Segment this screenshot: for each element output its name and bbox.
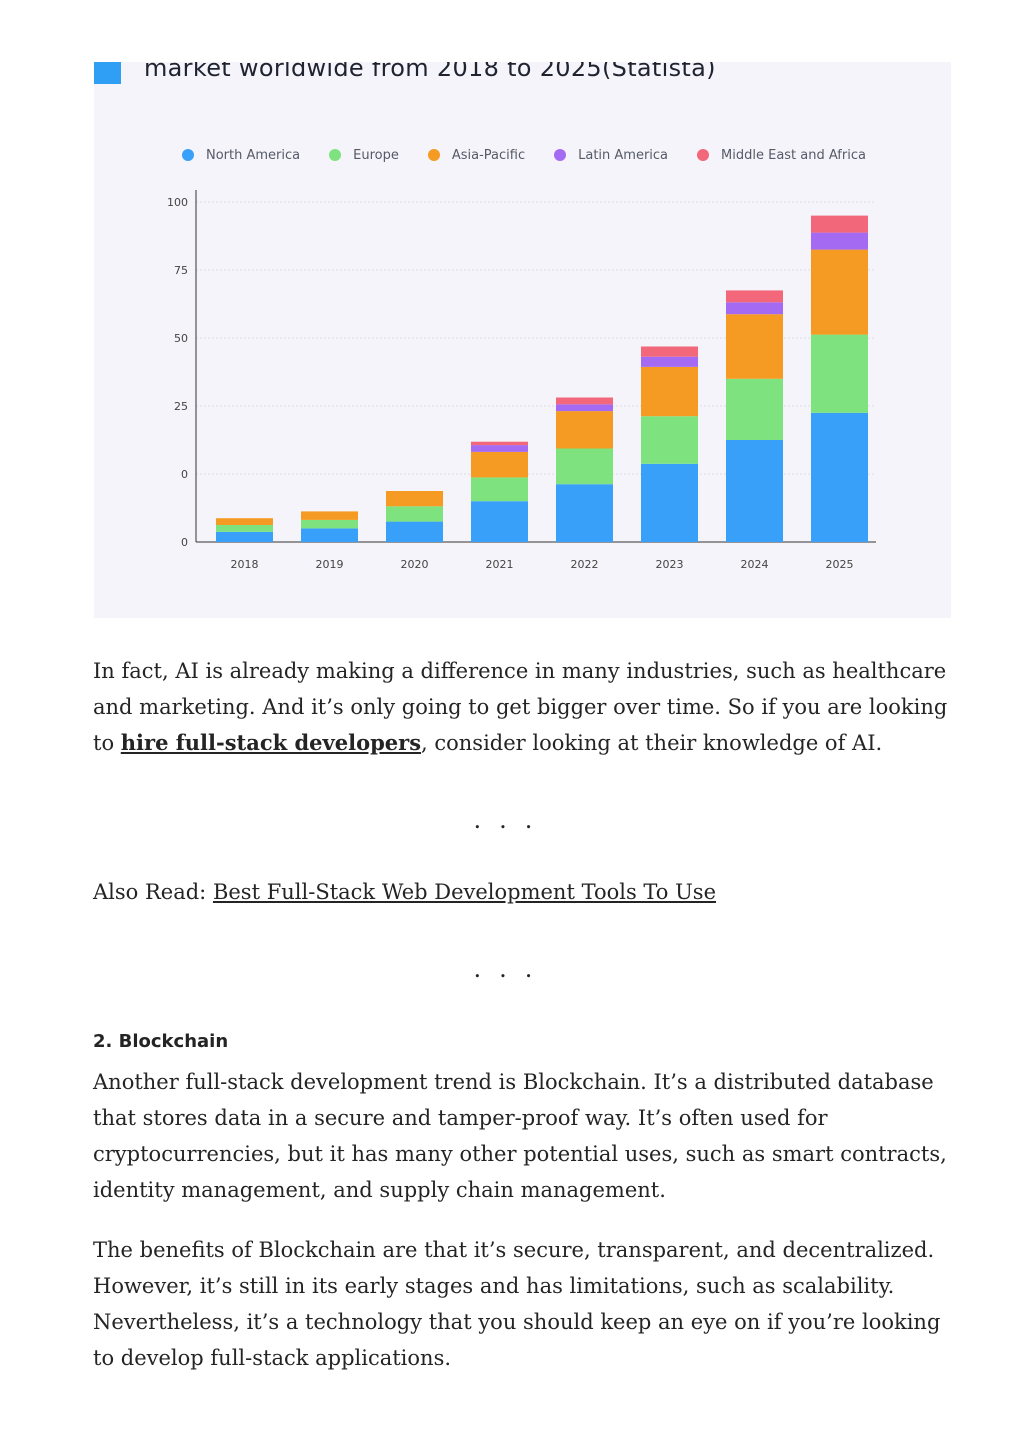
chart-legend: North America Europe Asia-Pacific Latin Ame…: [182, 146, 895, 164]
legend-label: Europe: [353, 147, 399, 163]
also-read: Also Read: Best Full-Stack Web Developme…: [93, 874, 953, 910]
legend-item: Middle East and Africa: [697, 148, 866, 163]
section-heading: 2. Blockchain: [93, 1031, 229, 1052]
bar-segment: [726, 440, 783, 542]
bar-segment: [726, 378, 783, 440]
bar-segment: [216, 531, 273, 542]
legend-label: Latin America: [578, 147, 669, 163]
bar-segment: [726, 302, 783, 315]
x-tick-label: 2020: [401, 558, 429, 571]
bar-segment: [726, 314, 783, 379]
bar-segment: [641, 463, 698, 542]
y-tick-label: 0: [181, 468, 188, 481]
legend-swatch: [427, 149, 440, 161]
chart-title: market worldwide from 2018 to 2025(Stati…: [144, 62, 716, 82]
y-tick-label: 25: [174, 400, 188, 413]
legend-item: Europe: [329, 148, 399, 163]
bar-segment: [811, 215, 868, 233]
legend-swatch: [329, 149, 342, 161]
paragraph-text: In fact, AI is already making a differen…: [93, 659, 948, 755]
bar-segment: [386, 506, 443, 522]
bar-segment: [726, 290, 783, 303]
bar-segment: [811, 412, 868, 542]
paragraph-text: , consider looking at their knowledge of…: [421, 731, 883, 755]
x-tick-label: 2025: [826, 558, 854, 571]
section-separator: ...: [473, 955, 551, 983]
bar-segment: [811, 334, 868, 413]
bar-segment: [471, 501, 528, 542]
bar-segment: [301, 519, 358, 529]
bar-segment: [216, 518, 273, 525]
bar-segment: [301, 511, 358, 520]
paragraph-text: The benefits of Blockchain are that it’s…: [93, 1238, 941, 1370]
legend-swatch: [697, 149, 710, 161]
stacked-bar-chart: 100 75 50 25 0 0 2018 2019 2020 2021 2022 2023 2024 2…: [167, 190, 876, 571]
legend-label: Asia-Pacific: [451, 147, 526, 163]
legend-swatch: [554, 149, 567, 161]
legend-item: Latin America: [554, 148, 668, 163]
chart-figure: market worldwide from 2018 to 2025(Stati…: [94, 62, 951, 618]
bar-segment: [641, 416, 698, 464]
x-tick-label: 2023: [656, 558, 684, 571]
bar-segment: [556, 484, 613, 542]
bar-segment: [811, 249, 868, 335]
x-tick-label: 2018: [231, 558, 259, 571]
bar-segment: [471, 441, 528, 446]
x-tick-label: 2022: [571, 558, 599, 571]
bar-segment: [641, 356, 698, 367]
bar-segment: [386, 521, 443, 542]
x-tick-label: 2021: [486, 558, 514, 571]
legend-label: Middle East and Africa: [721, 147, 866, 163]
bar-segment: [471, 477, 528, 502]
also-read-link[interactable]: Best Full-Stack Web Development Tools To…: [212, 880, 717, 904]
hire-full-stack-link[interactable]: hire full-stack developers: [120, 730, 422, 755]
legend-item: North America: [182, 148, 300, 163]
paragraph-blockchain-benefits: The benefits of Blockchain are that it’s…: [93, 1232, 953, 1376]
x-tick-label: 2019: [316, 558, 344, 571]
y-tick-label: 75: [174, 264, 188, 277]
bar-segment: [216, 525, 273, 532]
bar-segment: [386, 491, 443, 507]
section-separator: ...: [473, 806, 551, 834]
legend-label: North America: [206, 147, 301, 163]
bar-segment: [811, 232, 868, 250]
legend-swatch: [182, 149, 194, 161]
y-tick-label: 0: [181, 536, 188, 549]
y-tick-label: 50: [174, 332, 188, 345]
paragraph-ai: In fact, AI is already making a differen…: [93, 653, 953, 761]
paragraph-blockchain-intro: Another full-stack development trend is …: [93, 1064, 953, 1208]
bar-segment: [556, 448, 613, 485]
bar-segment: [301, 528, 358, 542]
bar-segment: [471, 451, 528, 478]
bar-segment: [471, 445, 528, 452]
x-tick-label: 2024: [741, 558, 769, 571]
bar-segment: [556, 397, 613, 405]
bar-segment: [641, 366, 698, 417]
paragraph-text: Another full-stack development trend is …: [93, 1070, 947, 1202]
legend-item: Asia-Pacific: [427, 147, 526, 163]
bar-segment: [556, 404, 613, 412]
also-read-label: Also Read:: [93, 880, 213, 904]
y-tick-label: 100: [167, 196, 188, 209]
bar-segment: [556, 411, 613, 449]
chart-title-marker: [94, 62, 121, 84]
bar-segment: [641, 346, 698, 357]
